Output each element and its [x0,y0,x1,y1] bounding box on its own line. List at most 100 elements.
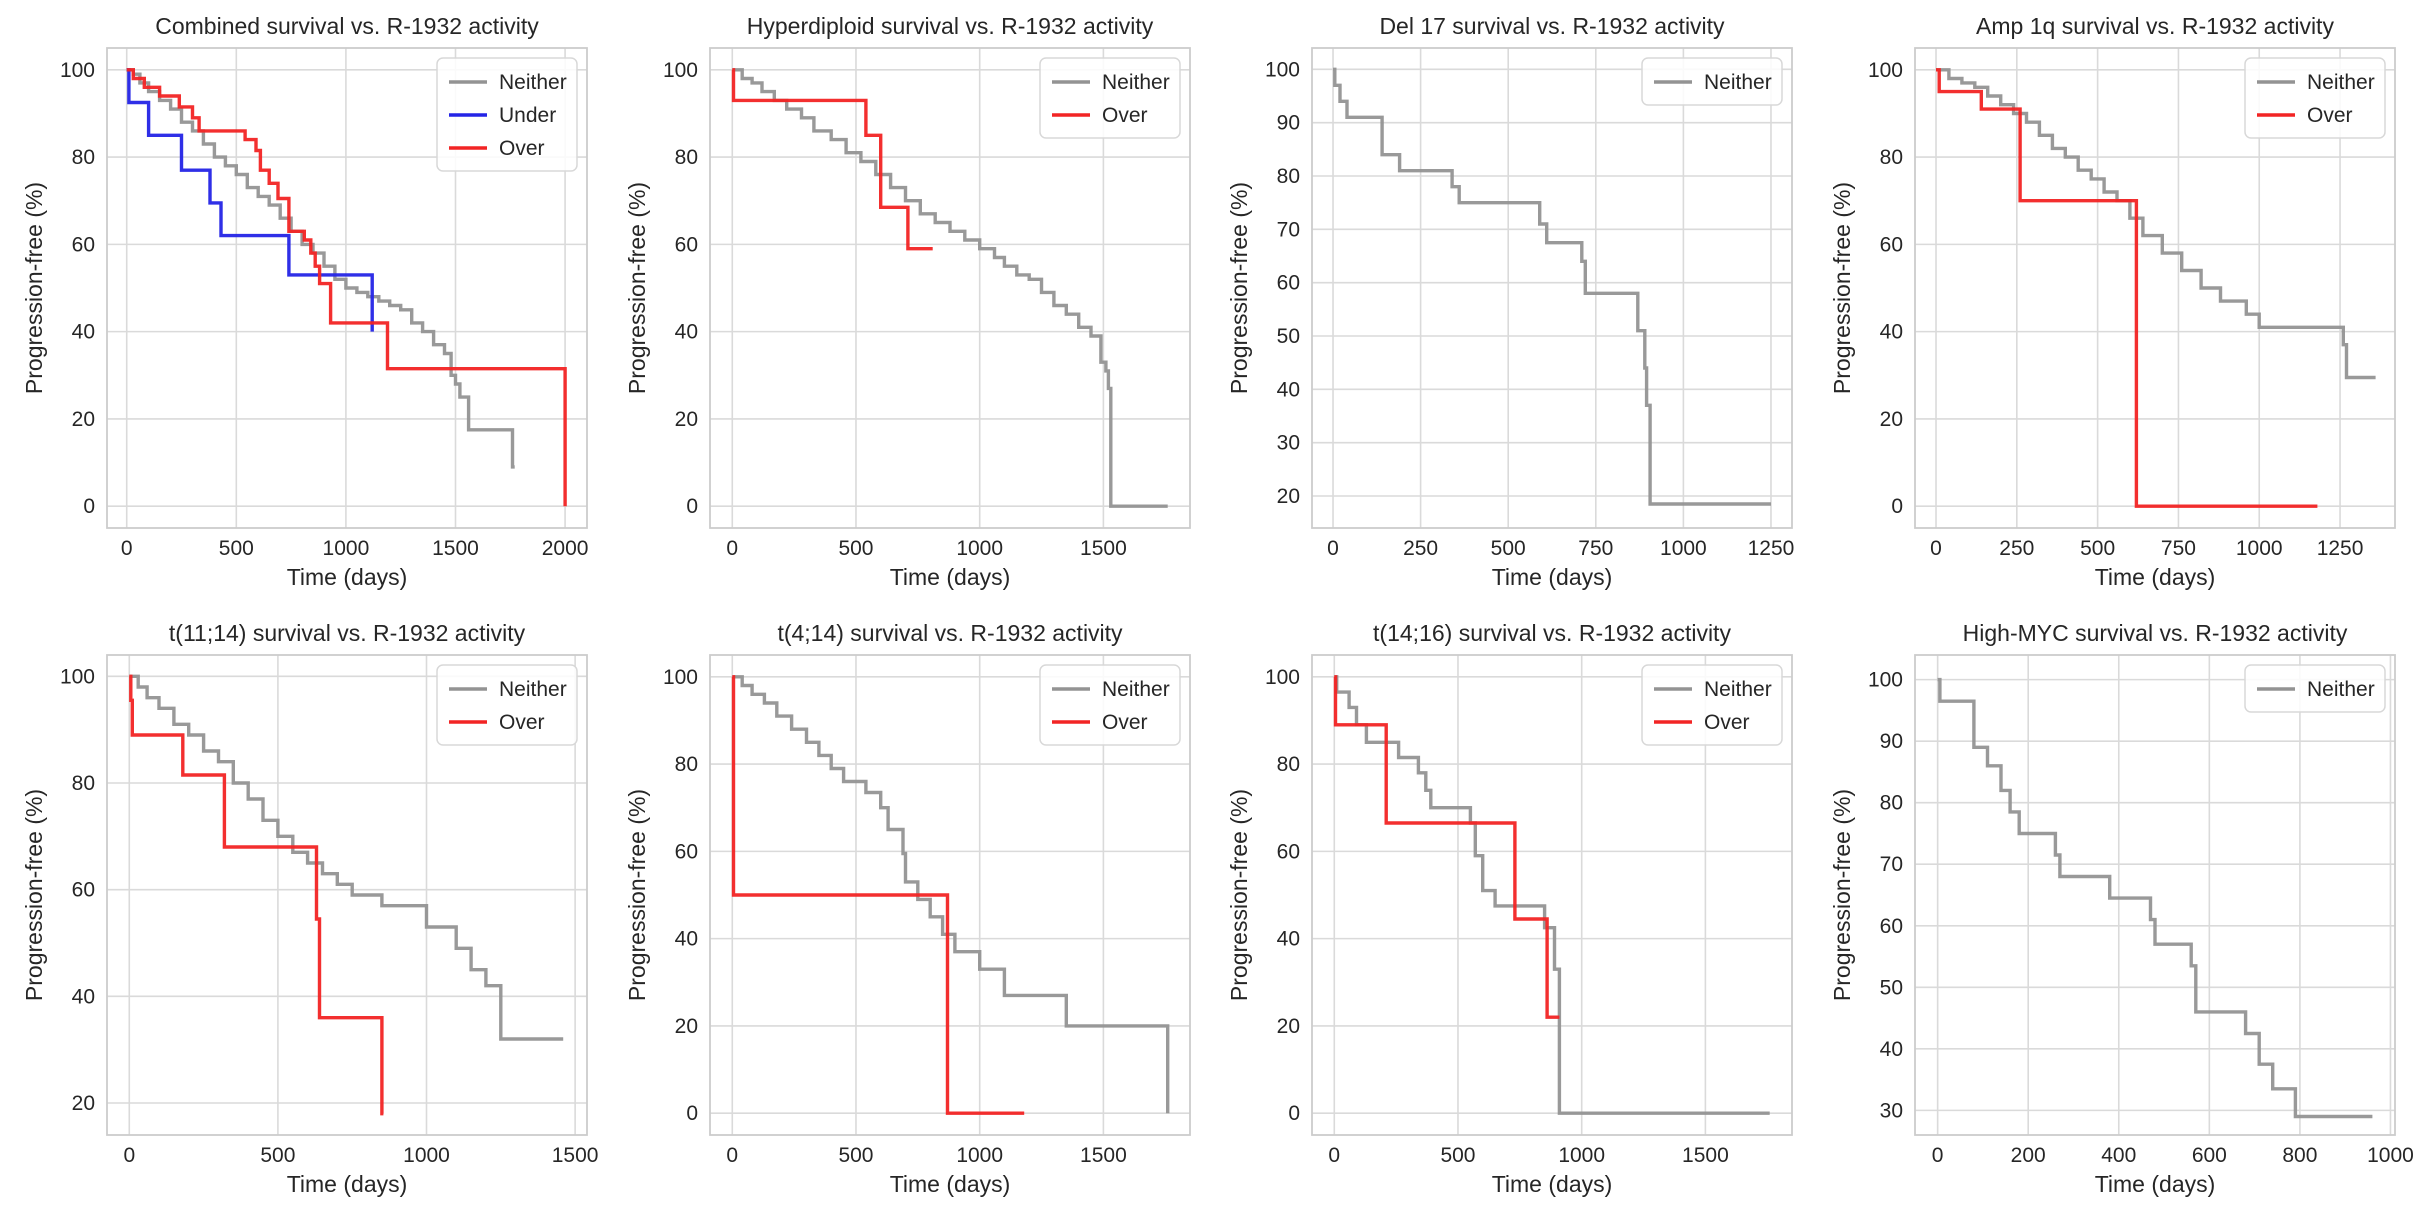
x-tick-label: 1500 [432,537,479,560]
x-tick-label: 1000 [1558,1144,1605,1167]
y-tick-label: 0 [686,1102,698,1125]
chart-panel-4: 0 250 500 750 1000 1250 0 20 40 60 80 100 Amp 1q sur… [1829,13,2396,590]
x-axis-label: Time (days) [890,564,1011,590]
y-tick-label: 80 [675,753,698,776]
y-tick-label: 20 [1277,1015,1300,1038]
series-line-over [126,68,567,507]
y-tick-label: 100 [60,665,95,688]
legend-label-neither: Neither [1704,71,1772,94]
x-tick-label: 0 [726,537,738,560]
legend-label-neither: Neither [499,71,567,94]
legend: Neither Over [1039,664,1181,746]
y-tick-label: 20 [72,408,95,431]
y-tick-label: 0 [1891,495,1903,518]
x-tick-label: 500 [838,1144,873,1167]
axes-frame [1311,47,1793,529]
axes-frame [1311,654,1793,1136]
axes-frame [1914,47,2396,529]
y-axis-label: Progression-free (%) [1829,182,1855,394]
x-tick-label: 500 [2080,537,2115,560]
y-tick-label: 80 [1880,792,1903,815]
y-tick-label: 80 [675,146,698,169]
x-tick-label: 500 [1440,1144,1475,1167]
axes-frame [709,47,1191,529]
legend-label-neither: Neither [2307,71,2375,94]
x-tick-label: 0 [1328,1144,1340,1167]
chart-panel-6: 0 500 1000 1500 0 20 40 60 80 100 t(4;14) survival… [624,620,1191,1197]
legend-box [2244,664,2386,713]
x-tick-label: 1000 [2236,537,2283,560]
series-line-over [1936,68,2318,508]
y-tick-label: 100 [1265,666,1300,689]
y-tick-label: 40 [72,985,95,1008]
legend-box [1641,664,1783,746]
chart-title: High-MYC survival vs. R-1932 activity [1963,620,2348,646]
y-tick-label: 40 [1880,321,1903,344]
legend-label-over: Over [1704,711,1750,734]
legend: Neither [2244,664,2386,713]
x-tick-label: 500 [1491,537,1526,560]
x-axis-label: Time (days) [1492,564,1613,590]
y-tick-label: 100 [1265,58,1300,81]
y-tick-label: 40 [1277,928,1300,951]
y-axis-label: Progression-free (%) [1226,789,1252,1001]
series-line-neither [1334,675,1770,1115]
series-line-over [1333,675,1560,1019]
series-line-neither [126,68,515,469]
x-tick-label: 1500 [1080,537,1127,560]
x-tick-label: 250 [1999,537,2034,560]
legend-label-over: Over [1102,104,1148,127]
chart-title: t(4;14) survival vs. R-1932 activity [777,620,1123,646]
x-tick-label: 1000 [956,537,1003,560]
axes-frame [106,654,588,1136]
y-axis-label: Progression-free (%) [1226,182,1252,394]
y-tick-label: 20 [675,408,698,431]
chart-panel-8: 0 200 400 600 800 1000 30 40 50 60 70 80 90 100 High-M… [1829,620,2414,1197]
y-tick-label: 80 [72,146,95,169]
y-tick-label: 50 [1277,325,1300,348]
series-line-neither [129,674,564,1041]
legend: Neither [1641,57,1783,106]
series-line-neither [1936,68,2376,380]
axes-frame [709,654,1191,1136]
chart-panel-5: 0 500 1000 1500 20 40 60 80 100 t(11;14) survival… [21,620,598,1197]
y-tick-label: 50 [1880,976,1903,999]
x-tick-label: 400 [2101,1144,2136,1167]
x-tick-label: 500 [260,1144,295,1167]
y-tick-label: 100 [60,59,95,82]
x-axis-label: Time (days) [1492,1171,1613,1197]
chart-panel-3: 0 250 500 750 1000 1250 20 30 40 50 60 70 80 90 100 Del… [1226,13,1794,590]
x-tick-label: 1000 [2367,1144,2414,1167]
y-tick-label: 20 [1880,408,1903,431]
legend-label-neither: Neither [1102,71,1170,94]
y-tick-label: 100 [663,666,698,689]
legend-box [1039,57,1181,139]
x-tick-label: 0 [1930,537,1942,560]
series-line-over [731,675,1025,1115]
y-tick-label: 20 [72,1092,95,1115]
y-axis-label: Progression-free (%) [624,789,650,1001]
chart-panel-1: 0 500 1000 1500 2000 0 20 40 60 80 100 Combined sur… [21,13,588,590]
x-tick-label: 0 [123,1144,135,1167]
x-tick-label: 0 [1932,1144,1944,1167]
x-tick-label: 800 [2282,1144,2317,1167]
x-tick-label: 1250 [1748,537,1795,560]
legend-label-over: Over [1102,711,1148,734]
chart-title: t(11;14) survival vs. R-1932 activity [169,620,526,646]
y-tick-label: 30 [1277,432,1300,455]
series-line-under [126,68,374,332]
x-tick-label: 1000 [1660,537,1707,560]
x-tick-label: 750 [2161,537,2196,560]
legend-label-neither: Neither [1102,678,1170,701]
y-tick-label: 100 [663,59,698,82]
y-tick-label: 60 [1277,272,1300,295]
series-line-over [731,68,933,251]
x-tick-label: 250 [1403,537,1438,560]
legend-label-neither: Neither [2307,678,2375,701]
legend: Neither Over [436,664,578,746]
y-tick-label: 0 [1288,1102,1300,1125]
x-tick-label: 1500 [1682,1144,1729,1167]
series-line-neither [1333,67,1771,506]
x-tick-label: 1250 [2317,537,2364,560]
